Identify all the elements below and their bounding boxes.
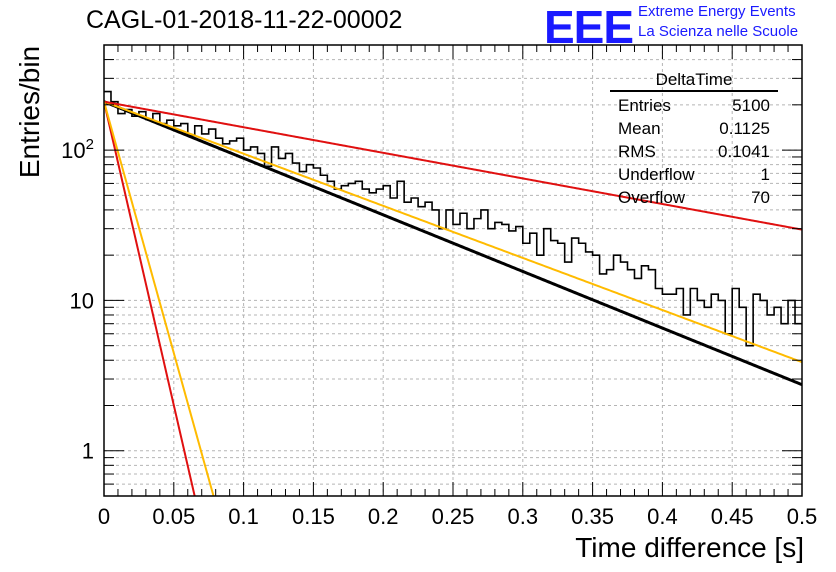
stats-row-rms: RMS 0.1041 bbox=[610, 140, 778, 163]
eee-logo: EEE bbox=[544, 1, 634, 53]
stats-value: 0.1041 bbox=[718, 142, 770, 161]
fit-curve bbox=[104, 100, 802, 364]
x-tick-label: 0.1 bbox=[228, 504, 259, 529]
x-tick-label: 0.15 bbox=[292, 504, 335, 529]
stats-row-underflow: Underflow 1 bbox=[610, 163, 778, 186]
run-title: CAGL-01-2018-11-22-00002 bbox=[86, 6, 403, 34]
fit-curve bbox=[104, 101, 196, 496]
histogram-steps bbox=[104, 90, 802, 347]
stats-row-mean: Mean 0.1125 bbox=[610, 117, 778, 140]
y-tick-label: 1 bbox=[82, 439, 94, 464]
stats-label: Mean bbox=[618, 119, 661, 138]
x-tick-label: 0.5 bbox=[787, 504, 818, 529]
logo-line-1: Extreme Energy Events bbox=[638, 3, 796, 20]
logo-line-2: La Scienza nelle Scuole bbox=[638, 23, 799, 40]
stats-row-overflow: Overflow 70 bbox=[610, 186, 778, 209]
x-tick-label: 0.2 bbox=[368, 504, 399, 529]
x-axis-title: Time difference [s] bbox=[575, 532, 804, 563]
stats-label: Entries bbox=[618, 96, 671, 115]
x-tick-label: 0.05 bbox=[152, 504, 195, 529]
x-tick-label: 0.25 bbox=[432, 504, 475, 529]
x-tick-label: 0.3 bbox=[508, 504, 539, 529]
x-tick-label: 0.35 bbox=[571, 504, 614, 529]
y-tick-label: 102 bbox=[61, 136, 94, 163]
fit-curve bbox=[104, 100, 802, 387]
stats-value: 1 bbox=[760, 165, 770, 184]
x-tick-label: 0 bbox=[98, 504, 110, 529]
stats-title: DeltaTime bbox=[610, 70, 778, 92]
stats-value: 0.1125 bbox=[719, 119, 770, 138]
stats-box: DeltaTime Entries 5100 Mean 0.1125 RMS 0… bbox=[610, 70, 778, 209]
y-tick-label: 10 bbox=[70, 288, 94, 313]
y-axis-title: Entries/bin bbox=[14, 45, 45, 179]
stats-label: Overflow bbox=[618, 188, 686, 207]
stats-value: 70 bbox=[751, 188, 770, 207]
stats-value: 5100 bbox=[732, 96, 770, 115]
x-tick-label: 0.4 bbox=[647, 504, 678, 529]
fit-curve bbox=[104, 100, 802, 231]
stats-label: RMS bbox=[618, 142, 656, 161]
stats-row-entries: Entries 5100 bbox=[610, 94, 778, 117]
x-tick-label: 0.45 bbox=[711, 504, 754, 529]
stats-label: Underflow bbox=[618, 165, 695, 184]
fit-curve bbox=[104, 101, 215, 496]
